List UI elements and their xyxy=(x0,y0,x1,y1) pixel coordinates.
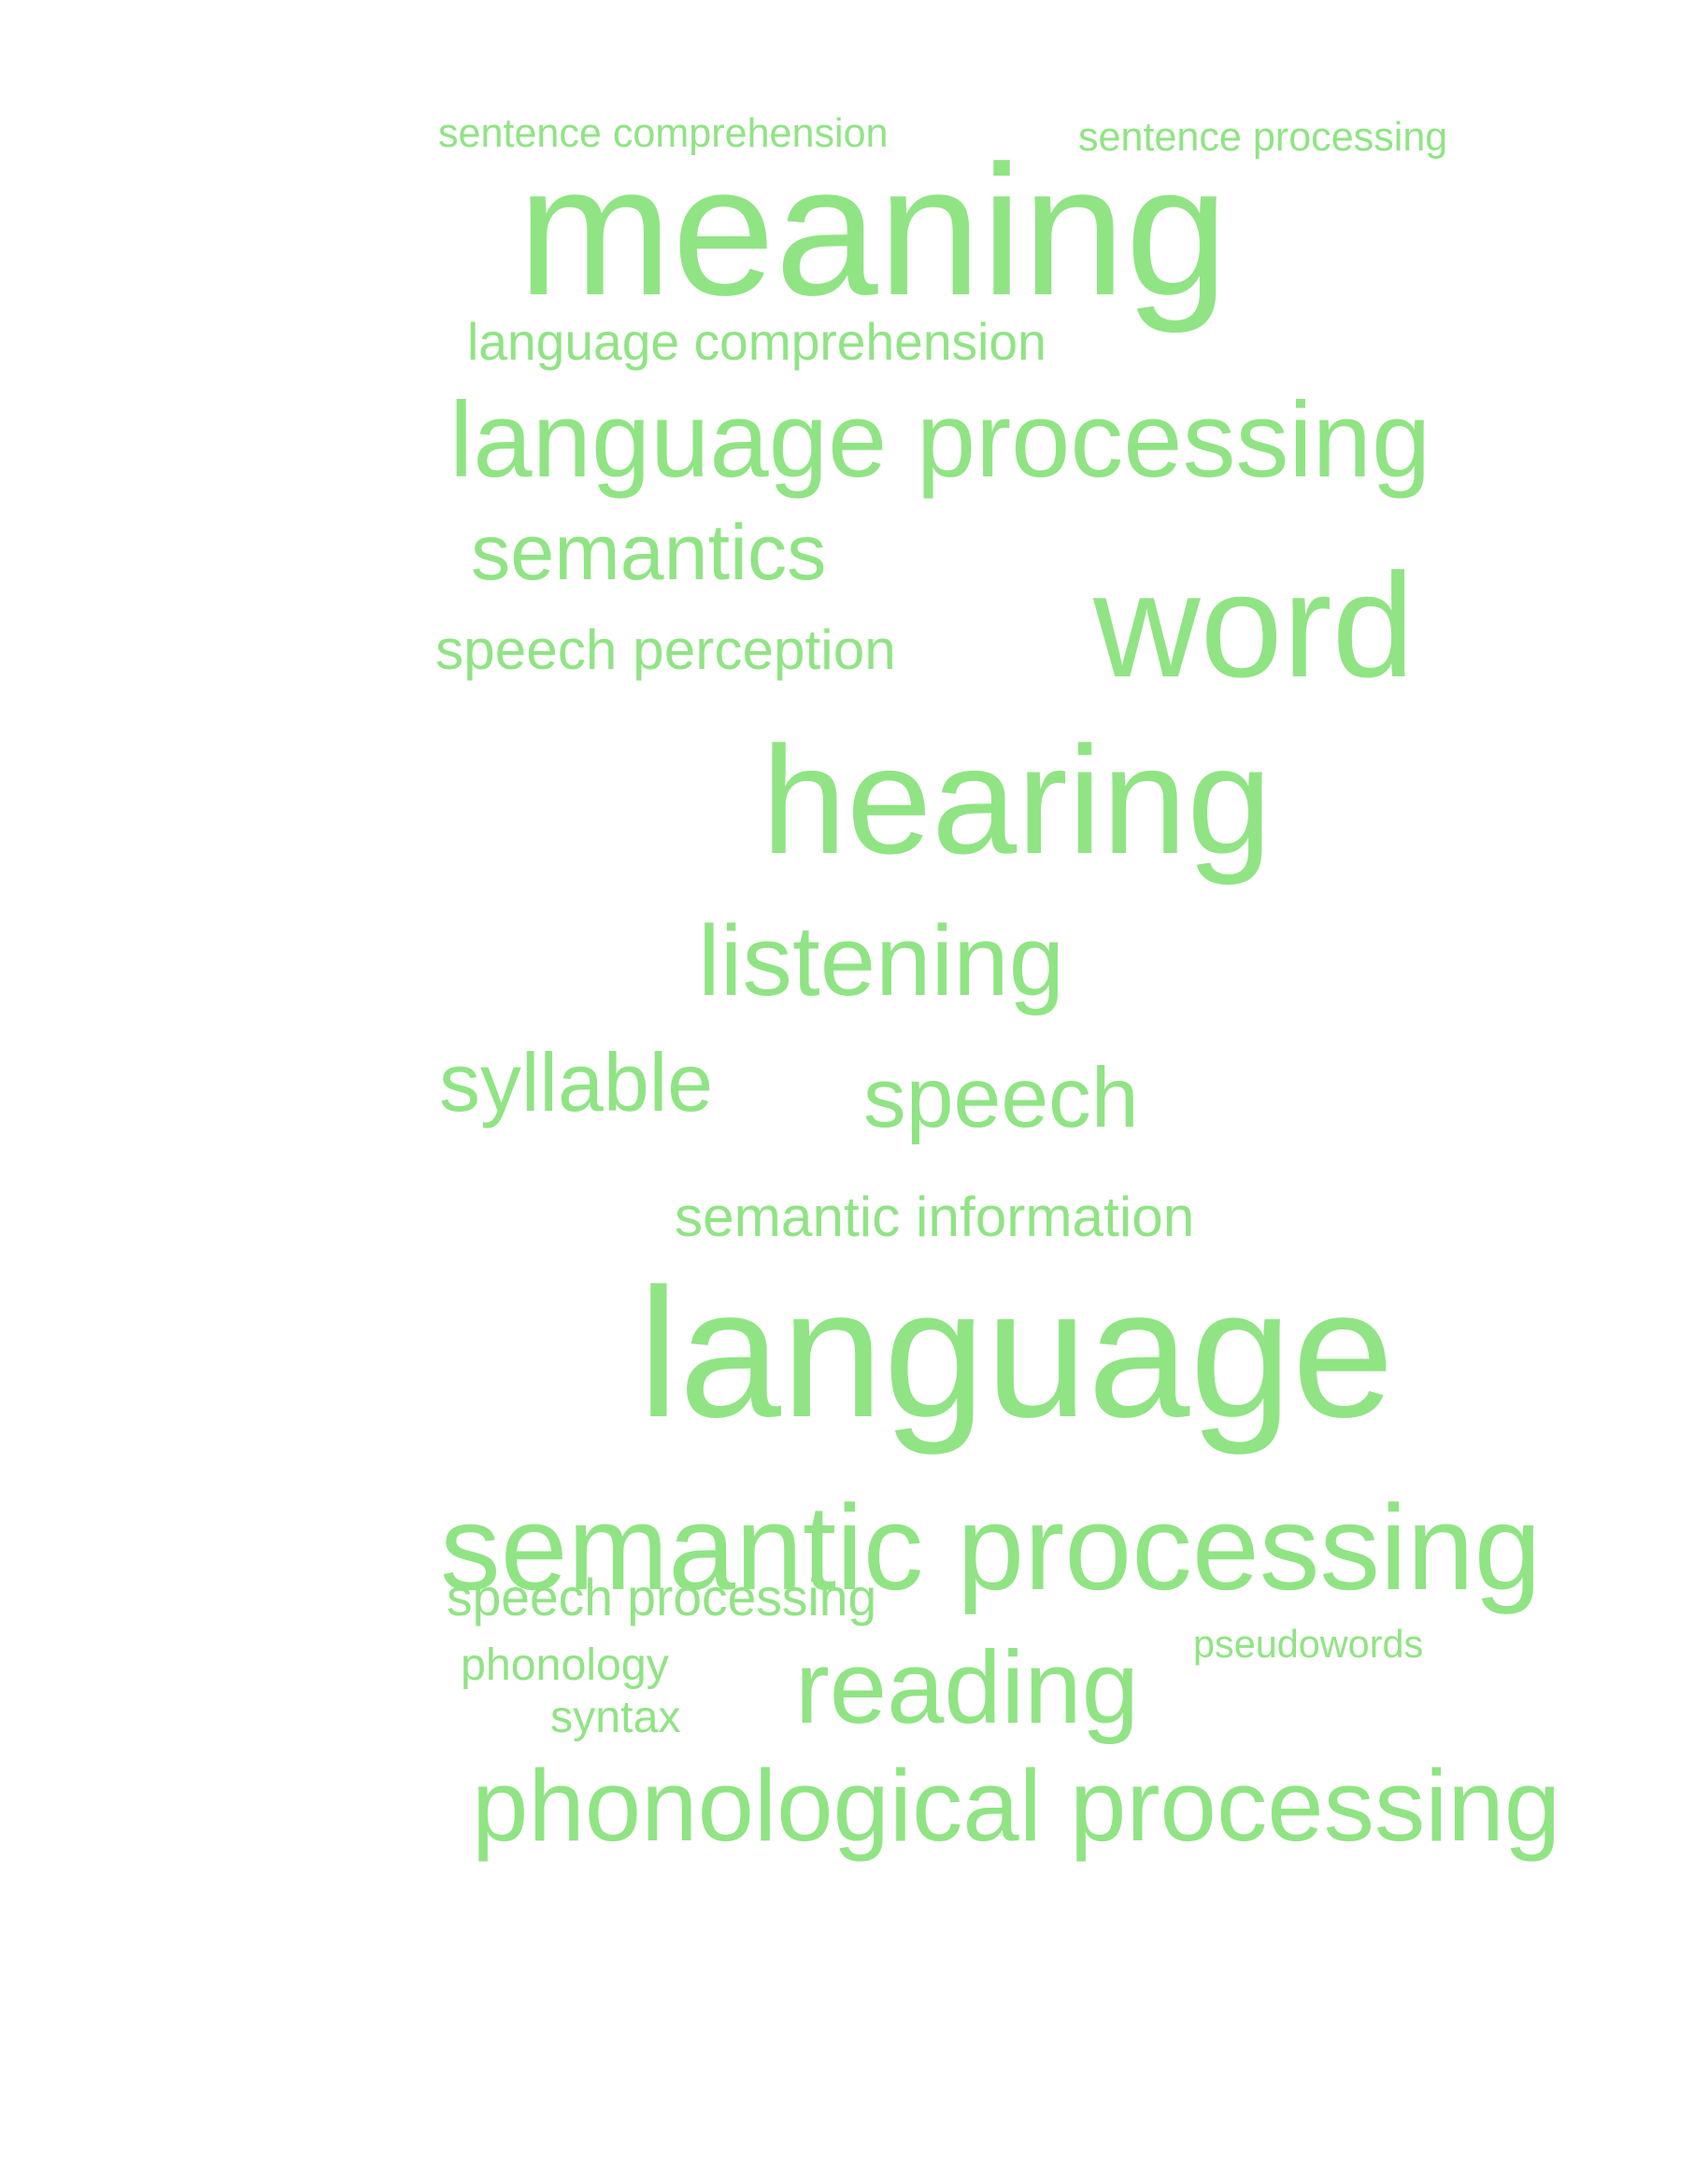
word-reading: reading xyxy=(795,1630,1139,1745)
word-sentence-comprehension: sentence comprehension xyxy=(438,111,889,156)
word-speech-perception: speech perception xyxy=(435,618,896,681)
word-speech-processing: speech processing xyxy=(447,1569,877,1626)
word-phonology: phonology xyxy=(461,1640,669,1690)
word-pseudowords: pseudowords xyxy=(1193,1623,1424,1666)
word-language: language xyxy=(638,1250,1395,1455)
word-language-comprehension: language comprehension xyxy=(467,313,1046,371)
word-word: word xyxy=(1093,542,1415,708)
word-sentence-processing: sentence processing xyxy=(1078,115,1448,160)
word-semantic-processing: semantic processing xyxy=(440,1481,1542,1615)
word-semantic-information: semantic information xyxy=(675,1185,1195,1248)
word-syntax: syntax xyxy=(550,1692,681,1742)
word-hearing: hearing xyxy=(761,715,1273,886)
word-listening: listening xyxy=(698,904,1065,1016)
word-semantics: semantics xyxy=(471,508,827,596)
word-phonological-processing: phonological processing xyxy=(472,1750,1561,1863)
word-speech: speech xyxy=(863,1050,1139,1145)
word-language-processing: language processing xyxy=(449,381,1431,500)
word-syllable: syllable xyxy=(439,1036,714,1129)
word-meaning: meaning xyxy=(518,127,1229,334)
